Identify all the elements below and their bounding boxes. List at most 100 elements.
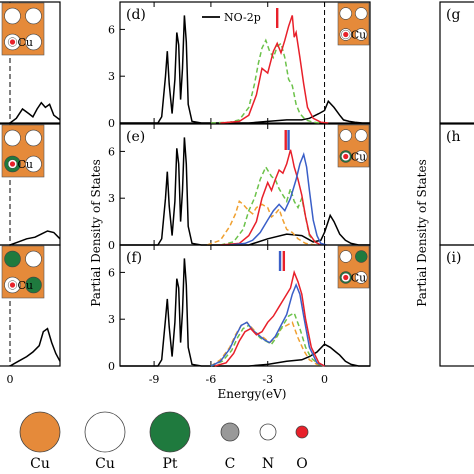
key-atom: [259, 423, 277, 441]
series-black: [9, 230, 61, 246]
key-item-n: N: [259, 423, 277, 472]
atom-key: Cu Cu Pt C N O: [19, 411, 309, 472]
panel-label: (d): [126, 7, 146, 23]
key-label: N: [262, 456, 274, 472]
panel-label: (h: [446, 129, 460, 145]
y-tick-label: 6: [108, 145, 115, 158]
panel-frame: [0, 244, 61, 367]
panel-frame: [439, 244, 474, 367]
key-atom: [295, 425, 309, 439]
panel-d: 3 6 0 (d) Cu: [108, 1, 371, 130]
cu-atom: [355, 150, 368, 163]
y-axis-label-right: Partial Density of States: [415, 159, 429, 307]
left-panel: Cu: [0, 1, 61, 124]
panel-label: (f): [126, 250, 142, 266]
series-black: [9, 101, 61, 124]
cu-atom: [339, 129, 352, 142]
cu-atom: [4, 7, 21, 25]
panel-f: 3 6 0 (f) Cu: [108, 244, 371, 373]
o-atom: [9, 39, 16, 45]
structure-inset: Cu: [1, 124, 45, 178]
key-atom: [19, 411, 61, 453]
legend: NO-2p: [202, 11, 261, 24]
panel-label: (i): [446, 250, 461, 266]
panel-label: (e): [126, 129, 145, 145]
structure-inset: Cu: [1, 2, 45, 56]
series-green-dashed: [210, 311, 325, 367]
cu-atom: [355, 7, 368, 20]
series-black: [9, 327, 61, 367]
o-atom: [9, 282, 16, 288]
structure-inset: Cu: [337, 245, 370, 289]
right-panel: (i): [439, 244, 474, 367]
y-tick-label: 0: [108, 117, 115, 130]
left-panel: Cu: [0, 123, 61, 246]
x-tick-label: -9: [149, 373, 160, 386]
key-item-c: C: [220, 422, 240, 472]
series-black: [120, 137, 370, 246]
panel-frame: [119, 244, 371, 367]
y-tick-label: 6: [108, 266, 115, 279]
x-tick-label: 0: [7, 373, 14, 386]
inset-label: Cu: [18, 158, 34, 171]
x-tick-label: -6: [206, 373, 217, 386]
y-tick-label: 0: [108, 360, 115, 373]
panel-frame: [439, 1, 474, 124]
cu-atom: [25, 33, 42, 51]
left-partial-plots: Cu Cu Cu 0: [0, 1, 61, 386]
key-atom: [84, 411, 126, 453]
key-item-o: O: [295, 425, 309, 472]
cu-atom: [355, 28, 368, 41]
pt-atom: [355, 250, 368, 263]
series-blue: [229, 152, 327, 246]
y-tick-label: 3: [108, 192, 115, 205]
series-green-dashed: [220, 165, 322, 246]
key-atom: [220, 422, 240, 442]
cu-atom: [339, 250, 352, 263]
series-black: [120, 258, 370, 367]
y-tick-label: 6: [108, 23, 115, 36]
inset-label: Cu: [351, 151, 367, 164]
structure-inset: Cu: [337, 124, 370, 168]
key-item-cu-big: Cu: [19, 411, 61, 472]
key-atom: [149, 411, 191, 453]
cu-atom: [355, 271, 368, 284]
key-item-cu-white: Cu: [84, 411, 126, 472]
series-blue: [210, 282, 325, 367]
pt-atom: [4, 250, 21, 268]
o-atom: [9, 161, 16, 167]
y-tick-label: 3: [108, 313, 115, 326]
key-label: Cu: [30, 456, 50, 472]
series-black: [120, 15, 370, 124]
y-tick-label: 3: [108, 70, 115, 83]
panel-frame: [0, 1, 61, 124]
panel-e: 3 6 0 (e) Cu: [108, 123, 371, 252]
cu-atom: [25, 155, 42, 173]
x-tick-label: 0: [321, 373, 328, 386]
left-panel: Cu: [0, 244, 61, 367]
series-green-dashed: [210, 38, 321, 124]
series-red: [220, 15, 329, 124]
key-label: Cu: [95, 456, 115, 472]
key-label: O: [296, 456, 307, 472]
series-orange-dashed: [206, 200, 316, 246]
cu-atom: [339, 7, 352, 20]
x-axis-label: Energy(eV): [218, 387, 287, 401]
panel-frame: [119, 123, 371, 246]
inset-label: Cu: [351, 272, 367, 285]
cu-atom: [25, 250, 42, 268]
main-plots: 3 6 0 (d) Cu 3 6 0 (e) Cu 3 6 0 (f) Cu NO-2p -9 -6 -3 0: [108, 1, 371, 386]
series-red: [214, 269, 325, 367]
structure-inset: Cu: [1, 245, 45, 299]
o-atom: [343, 31, 349, 38]
pt-atom: [25, 276, 42, 294]
x-tick-labels: -9 -6 -3 0: [149, 373, 328, 386]
cu-atom: [355, 129, 368, 142]
inset-label: Cu: [18, 36, 34, 49]
inset-label: Cu: [351, 29, 367, 42]
right-panel: (g: [439, 1, 474, 124]
y-axis-label: Partial Density of States: [89, 159, 103, 307]
right-panel: (h: [439, 123, 474, 246]
cu-atom: [25, 7, 42, 25]
